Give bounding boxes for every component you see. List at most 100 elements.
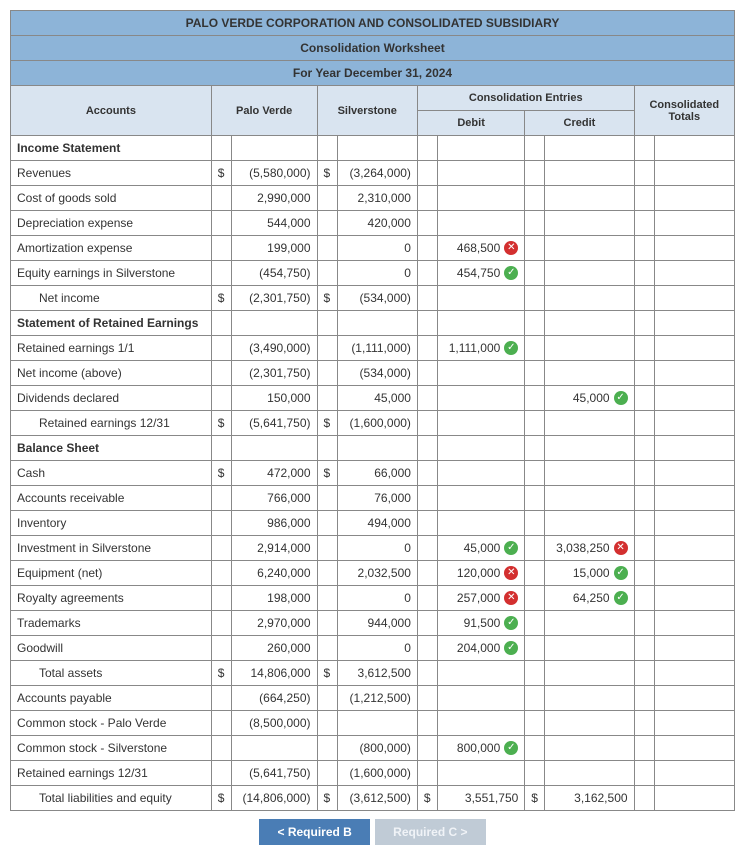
value-cell[interactable]: 800,000✓ <box>438 736 525 761</box>
value-cell[interactable]: 472,000 <box>231 461 317 486</box>
value-cell[interactable]: (5,580,000) <box>231 161 317 186</box>
value-cell[interactable] <box>231 736 317 761</box>
value-cell[interactable]: 3,038,250✕ <box>545 536 634 561</box>
value-cell[interactable]: 2,970,000 <box>231 611 317 636</box>
value-cell[interactable]: 420,000 <box>337 211 417 236</box>
value-cell[interactable]: (3,612,500) <box>337 786 417 811</box>
value-cell[interactable]: (454,750) <box>231 261 317 286</box>
value-cell[interactable]: 544,000 <box>231 211 317 236</box>
value-cell[interactable] <box>545 686 634 711</box>
value-cell[interactable] <box>654 686 734 711</box>
value-cell[interactable] <box>654 511 734 536</box>
value-cell[interactable] <box>545 761 634 786</box>
value-cell[interactable] <box>654 386 734 411</box>
value-cell[interactable] <box>545 511 634 536</box>
value-cell[interactable] <box>545 611 634 636</box>
value-cell[interactable]: 494,000 <box>337 511 417 536</box>
value-cell[interactable]: 468,500✕ <box>438 236 525 261</box>
value-cell[interactable]: 45,000 <box>337 386 417 411</box>
value-cell[interactable] <box>654 261 734 286</box>
value-cell[interactable]: 2,990,000 <box>231 186 317 211</box>
value-cell[interactable]: 0 <box>337 586 417 611</box>
value-cell[interactable] <box>545 186 634 211</box>
value-cell[interactable]: 257,000✕ <box>438 586 525 611</box>
value-cell[interactable]: 260,000 <box>231 636 317 661</box>
value-cell[interactable] <box>654 736 734 761</box>
value-cell[interactable] <box>654 586 734 611</box>
value-cell[interactable]: 76,000 <box>337 486 417 511</box>
value-cell[interactable] <box>438 486 525 511</box>
value-cell[interactable] <box>545 236 634 261</box>
value-cell[interactable] <box>654 636 734 661</box>
value-cell[interactable]: (8,500,000) <box>231 711 317 736</box>
value-cell[interactable]: 6,240,000 <box>231 561 317 586</box>
value-cell[interactable] <box>654 186 734 211</box>
value-cell[interactable]: 204,000✓ <box>438 636 525 661</box>
value-cell[interactable] <box>545 411 634 436</box>
value-cell[interactable]: (5,641,750) <box>231 761 317 786</box>
value-cell[interactable]: 2,914,000 <box>231 536 317 561</box>
value-cell[interactable] <box>545 711 634 736</box>
value-cell[interactable] <box>654 211 734 236</box>
value-cell[interactable] <box>438 411 525 436</box>
value-cell[interactable] <box>654 711 734 736</box>
value-cell[interactable] <box>438 186 525 211</box>
value-cell[interactable] <box>438 711 525 736</box>
value-cell[interactable] <box>545 636 634 661</box>
value-cell[interactable] <box>545 211 634 236</box>
value-cell[interactable]: (3,490,000) <box>231 336 317 361</box>
value-cell[interactable] <box>438 361 525 386</box>
value-cell[interactable]: (2,301,750) <box>231 286 317 311</box>
value-cell[interactable] <box>654 286 734 311</box>
next-button[interactable]: Required C > <box>375 819 485 845</box>
value-cell[interactable]: 1,111,000✓ <box>438 336 525 361</box>
value-cell[interactable]: (2,301,750) <box>231 361 317 386</box>
value-cell[interactable]: (534,000) <box>337 286 417 311</box>
value-cell[interactable]: 45,000✓ <box>545 386 634 411</box>
value-cell[interactable]: (5,641,750) <box>231 411 317 436</box>
value-cell[interactable] <box>654 611 734 636</box>
value-cell[interactable]: (14,806,000) <box>231 786 317 811</box>
value-cell[interactable]: 120,000✕ <box>438 561 525 586</box>
value-cell[interactable] <box>654 461 734 486</box>
value-cell[interactable]: 199,000 <box>231 236 317 261</box>
value-cell[interactable] <box>545 736 634 761</box>
value-cell[interactable] <box>545 286 634 311</box>
prev-button[interactable]: < Required B <box>259 819 369 845</box>
value-cell[interactable] <box>438 211 525 236</box>
value-cell[interactable] <box>654 161 734 186</box>
value-cell[interactable] <box>438 686 525 711</box>
value-cell[interactable] <box>545 361 634 386</box>
value-cell[interactable]: 944,000 <box>337 611 417 636</box>
value-cell[interactable]: 454,750✓ <box>438 261 525 286</box>
value-cell[interactable]: 66,000 <box>337 461 417 486</box>
value-cell[interactable]: 14,806,000 <box>231 661 317 686</box>
value-cell[interactable]: 3,612,500 <box>337 661 417 686</box>
value-cell[interactable] <box>654 761 734 786</box>
value-cell[interactable] <box>654 336 734 361</box>
value-cell[interactable]: 766,000 <box>231 486 317 511</box>
value-cell[interactable] <box>654 411 734 436</box>
value-cell[interactable]: (534,000) <box>337 361 417 386</box>
value-cell[interactable]: 45,000✓ <box>438 536 525 561</box>
value-cell[interactable] <box>545 661 634 686</box>
value-cell[interactable]: (3,264,000) <box>337 161 417 186</box>
value-cell[interactable] <box>654 661 734 686</box>
value-cell[interactable] <box>545 261 634 286</box>
value-cell[interactable]: 0 <box>337 236 417 261</box>
value-cell[interactable] <box>438 461 525 486</box>
value-cell[interactable]: 198,000 <box>231 586 317 611</box>
value-cell[interactable]: 2,032,500 <box>337 561 417 586</box>
value-cell[interactable]: 0 <box>337 536 417 561</box>
value-cell[interactable]: 2,310,000 <box>337 186 417 211</box>
value-cell[interactable]: (800,000) <box>337 736 417 761</box>
value-cell[interactable] <box>654 361 734 386</box>
value-cell[interactable]: (1,212,500) <box>337 686 417 711</box>
value-cell[interactable]: (1,600,000) <box>337 411 417 436</box>
value-cell[interactable] <box>438 511 525 536</box>
value-cell[interactable] <box>438 161 525 186</box>
value-cell[interactable] <box>545 336 634 361</box>
value-cell[interactable] <box>654 786 734 811</box>
value-cell[interactable] <box>337 711 417 736</box>
value-cell[interactable]: (664,250) <box>231 686 317 711</box>
